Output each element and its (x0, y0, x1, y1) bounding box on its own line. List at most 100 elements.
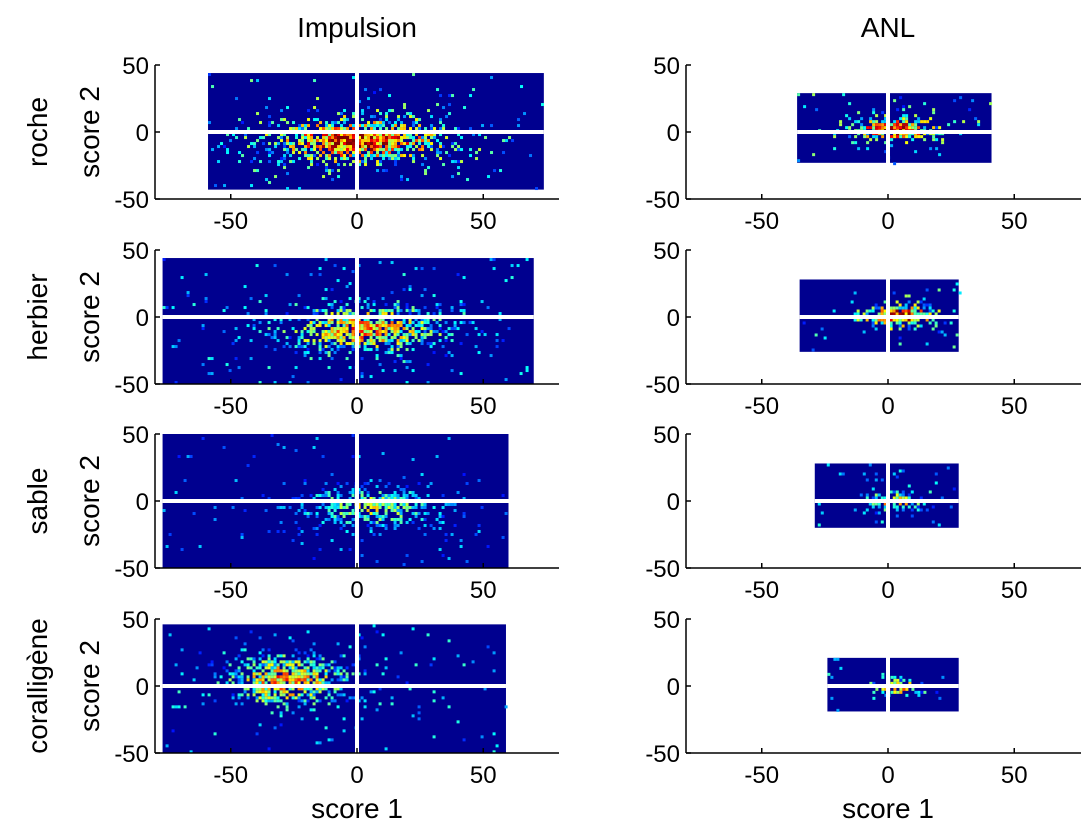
heatmap-cell (444, 533, 448, 536)
heatmap-cell (313, 79, 317, 83)
heatmap-cell (238, 151, 242, 155)
heatmap-cell (421, 163, 425, 167)
heatmap-cell (360, 330, 364, 334)
heatmap-cell (327, 491, 331, 494)
heatmap-cell (291, 672, 295, 676)
heatmap-cell (351, 509, 355, 512)
heatmap-cell (971, 99, 975, 103)
heatmap-cell (270, 666, 274, 670)
heatmap-cell (303, 660, 307, 664)
heatmap-cell (411, 506, 415, 509)
heatmap-cell (495, 345, 499, 349)
heatmap-cell (273, 666, 277, 670)
heatmap-cell (411, 348, 415, 352)
heatmap-cell (378, 363, 382, 367)
heatmap-cell (893, 681, 897, 685)
heatmap-cell (309, 708, 313, 712)
heatmap-cell (283, 118, 287, 122)
heatmap-cell (279, 687, 283, 691)
heatmap-cell (264, 681, 268, 685)
heatmap-cell (288, 663, 292, 667)
heatmap-cell (417, 309, 421, 313)
heatmap-cell (478, 148, 482, 152)
heatmap-cell (457, 160, 461, 164)
heatmap-cell (367, 139, 371, 143)
heatmap-cell (890, 138, 894, 142)
heatmap-cell (453, 327, 457, 331)
heatmap-cell (889, 324, 893, 328)
heatmap-cell (273, 687, 277, 691)
heatmap-cell (333, 672, 337, 676)
heatmap-cell (306, 675, 310, 679)
heatmap-cell (388, 121, 392, 125)
heatmap-cell (409, 136, 413, 140)
heatmap-cell (878, 126, 882, 130)
heatmap-cell (343, 139, 347, 143)
heatmap-cell (875, 123, 879, 127)
heatmap-cell (309, 672, 313, 676)
heatmap-cell (231, 672, 235, 676)
heatmap-cell (854, 141, 858, 145)
heatmap-cell (880, 312, 884, 316)
heatmap-cell (348, 297, 352, 301)
heatmap-cell (319, 127, 323, 131)
heatmap-cell (234, 479, 238, 482)
heatmap-cell (385, 148, 389, 152)
heatmap-cell (237, 654, 241, 658)
heatmap-cell (908, 105, 912, 109)
heatmap-cell (294, 366, 298, 370)
heatmap-cell (471, 660, 475, 664)
heatmap-cell (411, 369, 415, 373)
heatmap-cell (360, 696, 364, 700)
heatmap-cell (424, 169, 428, 173)
heatmap-cell (378, 312, 382, 316)
heatmap-cell (285, 663, 289, 667)
heatmap-cell (394, 139, 398, 143)
heatmap-cell (304, 124, 308, 128)
heatmap-cell (417, 497, 421, 500)
heatmap-cell (405, 336, 409, 340)
y-tick-label: -50 (114, 372, 149, 399)
heatmap-cell (402, 336, 406, 340)
heatmap-cell (264, 309, 268, 313)
heatmap-cell (417, 705, 421, 709)
heatmap-cell (351, 488, 355, 491)
heatmap-cell (303, 699, 307, 703)
heatmap-cell (279, 675, 283, 679)
heatmap-cell (307, 139, 311, 143)
heatmap-cell (351, 512, 355, 515)
heatmap-cell (325, 145, 329, 149)
heatmap-cell (429, 333, 433, 337)
heatmap-cell (282, 666, 286, 670)
heatmap-cell (911, 138, 915, 142)
heatmap-cell (339, 494, 343, 497)
heatmap-cell (276, 339, 280, 343)
heatmap-cell (357, 657, 361, 661)
heatmap-cell (375, 321, 379, 325)
heatmap-cell (300, 336, 304, 340)
heatmap-cell (234, 327, 238, 331)
heatmap-cell (336, 669, 340, 673)
heatmap-cell (457, 166, 461, 170)
heatmap-cell (430, 136, 434, 140)
row-label-herbier: herbier score 2 (22, 271, 105, 363)
heatmap-cell (324, 681, 328, 685)
heatmap-cell (519, 372, 523, 376)
heatmap-cell (307, 118, 311, 122)
heatmap-cell (336, 309, 340, 313)
heatmap-cell (453, 503, 457, 506)
heatmap-cell (376, 109, 380, 113)
heatmap-cell (952, 288, 956, 292)
heatmap-cell (432, 318, 436, 322)
heatmap-cell (315, 690, 319, 694)
heatmap-cell (327, 336, 331, 340)
heatmap-cell (895, 475, 899, 479)
heatmap-cell (438, 512, 442, 515)
heatmap-cell (367, 154, 371, 158)
heatmap-cell (400, 139, 404, 143)
heatmap-cell (373, 145, 377, 149)
heatmap-cell (914, 126, 918, 130)
heatmap-cell (426, 312, 430, 316)
heatmap-cell (908, 681, 912, 685)
heatmap-cell (297, 509, 301, 512)
